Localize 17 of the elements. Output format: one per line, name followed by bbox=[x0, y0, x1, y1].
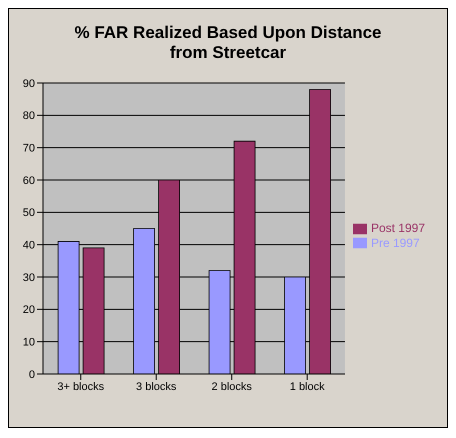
y-tick-label: 90 bbox=[22, 78, 35, 90]
chart-title: % FAR Realized Based Upon Distance from Streetcar bbox=[73, 22, 383, 63]
x-tick-label: 1 block bbox=[290, 380, 326, 393]
y-tick-label: 60 bbox=[22, 174, 35, 187]
x-tick-label: 3 blocks bbox=[136, 380, 177, 393]
legend-label: Post 1997 bbox=[370, 220, 425, 235]
y-tick-label: 0 bbox=[28, 368, 35, 381]
y-tick-label: 10 bbox=[22, 336, 35, 349]
y-tick-label: 80 bbox=[22, 110, 35, 122]
x-tick-label: 3+ blocks bbox=[57, 380, 105, 393]
y-tick-label: 20 bbox=[22, 304, 35, 316]
y-tick-label: 70 bbox=[22, 142, 35, 155]
legend-label: Pre 1997 bbox=[370, 236, 420, 250]
y-tick-label: 30 bbox=[22, 272, 35, 284]
x-tick-label: 2 blocks bbox=[212, 380, 252, 393]
y-tick-label: 40 bbox=[22, 240, 35, 252]
y-tick-label: 50 bbox=[22, 207, 35, 220]
